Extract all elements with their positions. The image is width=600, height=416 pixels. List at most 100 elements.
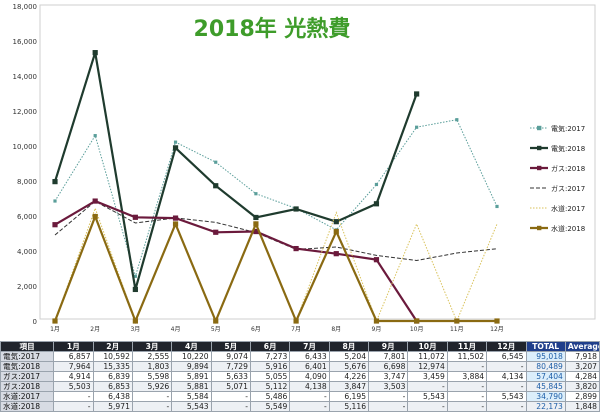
y-tick-label: 6,000	[17, 213, 37, 221]
legend-marker	[537, 145, 542, 151]
table-cell: 6,545	[486, 351, 527, 362]
table-cell: -	[486, 401, 527, 412]
y-tick-label: 14,000	[13, 73, 38, 81]
data-point	[93, 134, 97, 138]
chart-background	[0, 0, 600, 341]
table-cell: 5,204	[328, 351, 370, 362]
legend-label: 水道:2018	[551, 224, 585, 233]
table-cell: 6,698	[368, 361, 409, 372]
data-point	[132, 318, 138, 324]
table-cell: 5,071	[210, 381, 251, 392]
table-cell: 5,549	[249, 401, 291, 412]
x-tick-label: 2月	[90, 326, 100, 333]
data-point	[414, 318, 420, 324]
data-point	[172, 221, 179, 227]
data-table: 項目 1月 2月 3月 4月 5月 6月 7月 8月 9月 10月 11月 12月 TOTAL Averag…	[0, 341, 600, 412]
data-point	[213, 318, 219, 324]
table-cell: 5,543	[486, 391, 527, 402]
table-cell: 4,134	[486, 371, 527, 382]
x-tick-label: 1月	[50, 326, 60, 333]
data-point	[455, 118, 459, 122]
table-cell: 4,284	[564, 371, 600, 382]
data-point	[373, 318, 380, 324]
data-point	[52, 222, 58, 228]
table-cell: 5,891	[171, 371, 212, 382]
data-point	[53, 199, 57, 203]
table-header-cell: 8月	[328, 341, 370, 352]
table-cell: -	[210, 401, 251, 412]
table-cell: -	[131, 391, 173, 402]
table-cell: 1,848	[564, 401, 600, 412]
row-label-cell: 水道:2018	[0, 401, 55, 412]
table-cell: -	[446, 361, 488, 372]
table-cell: 7,964	[53, 361, 94, 372]
table-cell: 3,503	[368, 381, 409, 392]
y-tick-label: 8,000	[17, 178, 37, 186]
data-point	[213, 229, 219, 235]
y-tick-label: 12,000	[13, 108, 38, 116]
table-header-cell: 3月	[131, 341, 173, 352]
row-label-cell: ガス:2017	[0, 371, 55, 382]
table-cell: -	[446, 391, 488, 402]
table-cell: 3,747	[368, 371, 409, 382]
legend-label: ガス:2017	[551, 184, 585, 193]
table-cell: 3,207	[564, 361, 600, 372]
x-tick-label: 5月	[211, 326, 221, 333]
data-point	[132, 286, 138, 293]
table-row: 電気:2018 7,964 15,335 1,803 9,894 7,729 5,916 6,…	[0, 361, 600, 372]
data-point	[373, 201, 380, 207]
data-point	[133, 274, 137, 278]
line-chart: 2018年 光熱費 0 2,000 4,000 6,000 8,000 10,000 12,…	[0, 0, 600, 341]
table-cell: 6,438	[92, 391, 133, 402]
data-point	[254, 192, 258, 196]
table-cell: 6,401	[289, 361, 330, 372]
data-point	[495, 204, 499, 209]
table-cell: 6,433	[289, 351, 330, 362]
table-cell: 5,916	[249, 361, 291, 372]
table-cell: 3,884	[446, 371, 488, 382]
table-header-cell: 6月	[249, 341, 291, 352]
x-tick-label: 10月	[410, 326, 424, 333]
legend-marker	[537, 165, 542, 171]
table-cell: 2,899	[564, 391, 600, 402]
table-cell: 5,971	[92, 401, 133, 412]
table-header-cell: 項目	[0, 341, 55, 352]
data-point	[494, 318, 500, 324]
table-row: ガス:2018 5,503 6,853 5,926 5,881 5,071 5,112 4,1…	[0, 381, 600, 392]
table-cell: -	[53, 391, 94, 402]
table-cell: -	[53, 401, 94, 412]
data-point	[173, 140, 178, 144]
data-point	[253, 214, 259, 221]
data-point	[293, 206, 299, 212]
data-point	[293, 245, 299, 252]
table-cell: -	[446, 381, 488, 392]
table-cell: 5,112	[249, 381, 291, 392]
series-line	[53, 52, 418, 290]
plot-frame	[39, 4, 596, 320]
table-cell: 5,584	[171, 391, 212, 402]
table-cell: 4,090	[289, 371, 330, 382]
y-tick-label: 16,000	[13, 38, 38, 46]
table-body: 電気:2017 6,857 10,592 2,555 10,220 9,074 7,273 6…	[0, 351, 600, 412]
table-cell: 11,502	[446, 351, 488, 362]
table-cell: -	[131, 401, 173, 412]
table-cell: 7,801	[368, 351, 409, 362]
table-cell: 7,273	[249, 351, 291, 362]
data-point	[414, 91, 420, 97]
data-point	[373, 257, 380, 263]
data-point	[172, 145, 179, 151]
table-cell: 34,790	[525, 391, 566, 402]
table-cell: 95,018	[525, 351, 566, 362]
x-tick-label: 8月	[331, 326, 341, 333]
table-cell: 5,055	[249, 371, 291, 382]
table-header-cell: 10月	[407, 341, 448, 352]
table-cell: 15,335	[92, 361, 133, 372]
data-point	[172, 215, 179, 221]
y-tick-label: 0	[33, 318, 37, 326]
table-cell: 1,803	[131, 361, 173, 372]
table-cell: 5,633	[210, 371, 251, 382]
table-cell: 5,881	[171, 381, 212, 392]
series-line	[54, 199, 418, 322]
table-cell: 5,486	[249, 391, 291, 402]
legend-label: 電気:2017	[551, 124, 585, 133]
